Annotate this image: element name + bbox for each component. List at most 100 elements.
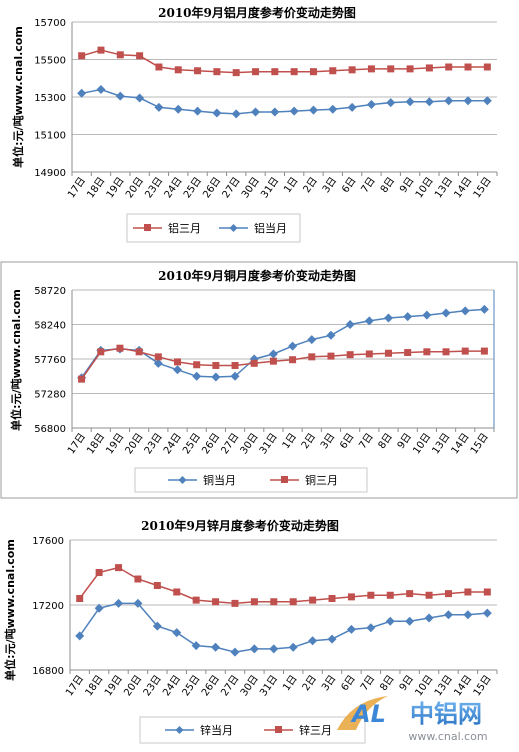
x-tick-label: 18日: [84, 673, 106, 698]
y-tick-label: 15300: [34, 93, 66, 104]
data-point: [482, 96, 492, 106]
data-point: [464, 63, 472, 71]
x-tick-label: 25日: [181, 431, 203, 456]
data-point: [212, 108, 222, 118]
data-point: [367, 591, 375, 599]
data-point: [463, 610, 473, 620]
x-tick-label: 10日: [414, 175, 436, 200]
x-tick-label: 8日: [378, 673, 396, 693]
x-tick-label: 20日: [122, 673, 144, 698]
data-point: [194, 67, 202, 75]
data-point: [326, 330, 336, 340]
chart-title: 2010年9月铜月度参考价变动走势图: [158, 268, 356, 283]
cnal-logo-icon: AL: [337, 696, 388, 730]
data-point: [192, 596, 200, 604]
data-point: [348, 66, 356, 74]
x-tick-label: 27日: [221, 175, 243, 200]
data-point: [385, 616, 395, 626]
data-point: [367, 65, 375, 73]
data-point: [211, 642, 221, 652]
data-point: [114, 598, 124, 608]
data-point: [386, 591, 394, 599]
x-tick-label: 24日: [161, 673, 183, 698]
data-point: [76, 595, 84, 602]
legend: 铜当月 铜三月: [134, 467, 368, 493]
data-point: [405, 616, 415, 626]
x-tick-label: 19日: [105, 175, 127, 200]
data-point: [250, 359, 258, 367]
x-tick-label: 6日: [339, 673, 357, 693]
data-point: [422, 310, 432, 320]
x-tick-label: 2日: [300, 431, 318, 451]
x-tick-label: 18日: [85, 431, 107, 456]
data-point: [346, 351, 354, 359]
series-line: [81, 88, 488, 115]
data-point: [96, 85, 106, 94]
x-tick-label: 13日: [430, 431, 452, 456]
data-point: [212, 598, 220, 606]
data-point: [308, 636, 318, 646]
x-tick-label: 9日: [398, 673, 416, 693]
y-tick-label: 17600: [32, 536, 64, 547]
x-tick-label: 2日: [302, 175, 320, 195]
x-tick-label: 31日: [259, 175, 281, 200]
data-point: [271, 68, 279, 76]
x-tick-label: 25日: [181, 673, 203, 698]
data-point: [464, 588, 472, 596]
x-tick-label: 26日: [200, 431, 222, 456]
data-point: [479, 304, 489, 314]
data-point: [270, 598, 278, 606]
logo-mark: AL: [350, 700, 386, 728]
data-point: [250, 598, 258, 606]
data-point: [385, 349, 392, 357]
legend-label-2: 铝当月: [254, 221, 287, 235]
x-tick-label: 2日: [301, 673, 319, 693]
data-point: [328, 595, 336, 602]
data-point: [483, 63, 491, 71]
data-point: [135, 348, 143, 356]
data-point: [133, 598, 143, 608]
x-tick-label: 24日: [162, 431, 184, 456]
data-point: [444, 590, 452, 598]
data-point: [480, 347, 488, 355]
data-point: [424, 97, 434, 107]
data-point: [97, 348, 105, 356]
y-tick-label: 57280: [34, 390, 66, 401]
data-point: [441, 308, 451, 318]
chart-title: 2010年9月铝月度参考价变动走势图: [158, 5, 356, 20]
legend-marker-square: [144, 224, 151, 231]
chart-border: [0, 261, 518, 499]
data-point: [116, 51, 124, 59]
data-point: [77, 88, 87, 98]
data-point: [403, 312, 413, 322]
x-tick-label: 30日: [239, 673, 261, 698]
data-point: [406, 590, 414, 598]
data-point: [174, 66, 182, 74]
legend-marker-square: [281, 476, 288, 483]
data-point: [155, 63, 163, 71]
y-tick-label: 16800: [32, 666, 64, 677]
brand-url: www.cnal.com: [408, 730, 487, 743]
data-point: [483, 588, 491, 596]
data-point: [386, 98, 396, 108]
data-point: [192, 371, 202, 381]
data-point: [366, 100, 376, 109]
data-point: [231, 109, 241, 119]
data-point: [251, 107, 261, 117]
data-point: [191, 641, 201, 651]
y-tick-label: 58720: [34, 286, 66, 297]
x-tick-label: 17日: [64, 673, 86, 698]
data-point: [173, 588, 181, 596]
x-tick-label: 6日: [340, 175, 358, 195]
data-point: [95, 569, 103, 576]
data-point: [346, 624, 356, 634]
plot-area: 17600172001680017日18日19日20日23日24日25日26日2…: [32, 536, 498, 698]
data-point: [231, 361, 239, 369]
x-tick-label: 14日: [452, 673, 474, 698]
x-tick-label: 17日: [66, 175, 88, 200]
x-tick-label: 15日: [472, 673, 494, 698]
x-tick-label: 7日: [359, 175, 377, 195]
data-point: [309, 596, 317, 604]
data-point: [461, 347, 469, 355]
